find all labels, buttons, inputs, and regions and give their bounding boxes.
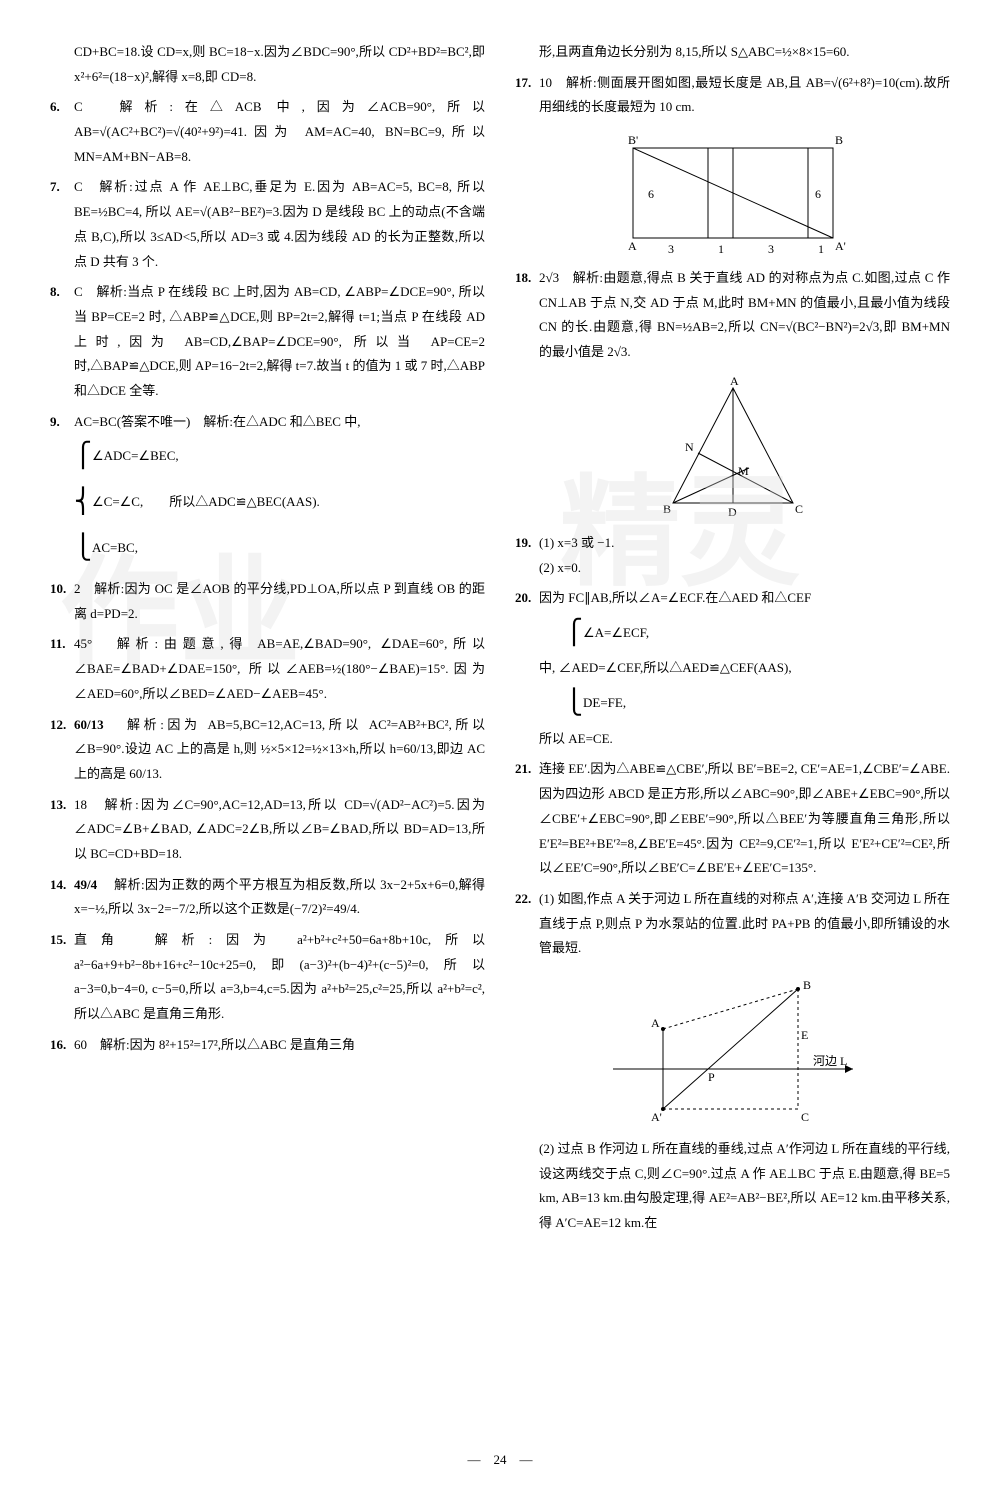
item-15-text: 直角 解析:因为 a²+b²+c²+50=6a+8b+10c,所以 a²−6a+… [74, 932, 485, 1021]
item-22b: (2) 过点 B 作河边 L 所在直线的垂线,过点 A′作河边 L 所在直线的平… [515, 1137, 950, 1236]
t-D: D [728, 505, 737, 519]
item-12: 12. 60/13 解析:因为 AB=5,BC=12,AC=13,所以 AC²=… [50, 713, 485, 787]
item-15-num: 15. [50, 928, 66, 953]
item-9-text: AC=BC(答案不唯一) 解析:在△ADC 和△BEC 中, [74, 414, 360, 429]
item-16-text: 60 解析:因为 8²+15²=17²,所以△ABC 是直角三角 [74, 1037, 355, 1052]
item-16b-text: 形,且两直角边长分别为 8,15,所以 S△ABC=½×8×15=60. [539, 44, 850, 59]
dim-1a: 1 [718, 242, 724, 256]
item-20d: DE=FE, [583, 695, 626, 710]
item-9c: ∠C=∠C, 所以△ADC≌△BEC(AAS). [92, 494, 320, 509]
item-20: 20. 因为 FC∥AB,所以∠A=∠ECF.在△AED 和△CEF ⎧∠A=∠… [515, 586, 950, 751]
item-14-text: 解析:因为正数的两个平方根互为相反数,所以 3x−2+5x+6=0,解得 x=−… [74, 877, 485, 917]
item-6: 6. C 解析:在△ACB 中,因为∠ACB=90°,所以 AB=√(AC²+B… [50, 95, 485, 169]
item-12a: 60/13 [74, 717, 104, 732]
item-17-text: 10 解析:侧面展开图如图,最短长度是 AB,且 AB=√(6²+8²)=10(… [539, 75, 950, 115]
item-21-text: 连接 EE′.因为△ABE≌△CBE′,所以 BE′=BE=2, CE′=AE=… [539, 761, 950, 875]
diagram-triangle: A B C D M N [643, 373, 823, 523]
left-column: CD+BC=18.设 CD=x,则 BC=18−x.因为∠BDC=90°,所以 … [50, 40, 485, 1458]
item-20b: ∠A=∠ECF, [583, 625, 649, 640]
label-A: A [628, 239, 637, 253]
r-C: C [801, 1110, 809, 1124]
item-19a: (1) x=3 或 −1. [539, 535, 614, 550]
item-20e: 所以 AE=CE. [539, 731, 613, 746]
r-Ap: A' [651, 1110, 662, 1124]
item-5-text: CD+BC=18.设 CD=x,则 BC=18−x.因为∠BDC=90°,所以 … [74, 44, 485, 84]
item-22b-text: (2) 过点 B 作河边 L 所在直线的垂线,过点 A′作河边 L 所在直线的平… [539, 1141, 950, 1230]
item-22-num: 22. [515, 887, 531, 912]
item-10-num: 10. [50, 577, 66, 602]
t-M: M [738, 464, 749, 478]
r-L: 河边 L [813, 1054, 847, 1068]
item-13-num: 13. [50, 793, 66, 818]
item-19b: (2) x=0. [539, 560, 581, 575]
right-column: 形,且两直角边长分别为 8,15,所以 S△ABC=½×8×15=60. 17.… [515, 40, 950, 1458]
item-21: 21. 连接 EE′.因为△ABE≌△CBE′,所以 BE′=BE=2, CE′… [515, 757, 950, 880]
item-17: 17. 10 解析:侧面展开图如图,最短长度是 AB,且 AB=√(6²+8²)… [515, 71, 950, 120]
item-13-text: 18 解析:因为∠C=90°,AC=12,AD=13,所以 CD=√(AD²−A… [74, 797, 485, 861]
page-num-value: 24 [494, 1452, 507, 1467]
item-12-text: 解析:因为 AB=5,BC=12,AC=13,所以 AC²=AB²+BC²,所以… [74, 717, 485, 781]
item-13: 13. 18 解析:因为∠C=90°,AC=12,AD=13,所以 CD=√(A… [50, 793, 485, 867]
item-7-text: C 解析:过点 A 作 AE⊥BC,垂足为 E.因为 AB=AC=5, BC=8… [74, 179, 485, 268]
item-12-num: 12. [50, 713, 66, 738]
item-9d: AC=BC, [92, 539, 138, 554]
dim-3b: 3 [768, 242, 774, 256]
t-B: B [663, 502, 671, 516]
item-15: 15. 直角 解析:因为 a²+b²+c²+50=6a+8b+10c,所以 a²… [50, 928, 485, 1027]
item-18-num: 18. [515, 266, 531, 291]
item-11-text: 45° 解析:由题意,得 AB=AE,∠BAD=90°, ∠DAE=60°,所以… [74, 636, 485, 700]
item-14: 14. 49/4 解析:因为正数的两个平方根互为相反数,所以 3x−2+5x+6… [50, 873, 485, 922]
dim-1b: 1 [818, 242, 824, 256]
item-19-num: 19. [515, 531, 531, 556]
diagram-reflection: A B A' P E C 河边 L [603, 969, 863, 1129]
item-16-num: 16. [50, 1033, 66, 1058]
page-number: — 24 — [0, 1448, 1000, 1473]
r-P: P [708, 1070, 715, 1084]
dim-6l: 6 [648, 187, 654, 201]
item-8-text: C 解析:当点 P 在线段 BC 上时,因为 AB=CD, ∠ABP=∠DCE=… [74, 284, 485, 398]
r-A: A [651, 1016, 660, 1030]
item-21-num: 21. [515, 757, 531, 782]
item-9: 9. AC=BC(答案不唯一) 解析:在△ADC 和△BEC 中, ⎧∠ADC=… [50, 410, 485, 571]
item-20-num: 20. [515, 586, 531, 611]
item-17-num: 17. [515, 71, 531, 96]
dim-6r: 6 [815, 187, 821, 201]
item-18-text: 2√3 解析:由题意,得点 B 关于直线 AD 的对称点为点 C.如图,过点 C… [539, 270, 950, 359]
item-6-num: 6. [50, 95, 60, 120]
item-22a: (1) 如图,作点 A 关于河边 L 所在直线的对称点 A′,连接 A′B 交河… [539, 891, 950, 955]
item-14a: 49/4 [74, 877, 97, 892]
item-6-text: C 解析:在△ACB 中,因为∠ACB=90°,所以 AB=√(AC²+BC²)… [74, 99, 485, 163]
page-content: CD+BC=18.设 CD=x,则 BC=18−x.因为∠BDC=90°,所以 … [50, 40, 950, 1458]
item-16: 16. 60 解析:因为 8²+15²=17²,所以△ABC 是直角三角 [50, 1033, 485, 1058]
label-B: B [835, 133, 843, 147]
item-8-num: 8. [50, 280, 60, 305]
item-14-num: 14. [50, 873, 66, 898]
t-A: A [730, 374, 739, 388]
label-Bp: B' [628, 133, 638, 147]
item-11-num: 11. [50, 632, 66, 657]
label-Ap: A' [835, 239, 846, 253]
item-11: 11. 45° 解析:由题意,得 AB=AE,∠BAD=90°, ∠DAE=60… [50, 632, 485, 706]
item-10-text: 2 解析:因为 OC 是∠AOB 的平分线,PD⊥OA,所以点 P 到直线 OB… [74, 581, 485, 621]
item-19: 19. (1) x=3 或 −1. (2) x=0. [515, 531, 950, 580]
diagram-unfold: B' B A A' 6 6 3 1 3 1 [603, 128, 863, 258]
item-5-cont: CD+BC=18.设 CD=x,则 BC=18−x.因为∠BDC=90°,所以 … [50, 40, 485, 89]
item-20c: 中, ∠AED=∠CEF,所以△AED≌△CEF(AAS), [539, 660, 792, 675]
item-7: 7. C 解析:过点 A 作 AE⊥BC,垂足为 E.因为 AB=AC=5, B… [50, 175, 485, 274]
t-N: N [685, 440, 694, 454]
item-8: 8. C 解析:当点 P 在线段 BC 上时,因为 AB=CD, ∠ABP=∠D… [50, 280, 485, 403]
t-C: C [795, 502, 803, 516]
item-20-text: 因为 FC∥AB,所以∠A=∠ECF.在△AED 和△CEF [539, 590, 811, 605]
item-9-num: 9. [50, 410, 60, 435]
dim-3a: 3 [668, 242, 674, 256]
item-7-num: 7. [50, 175, 60, 200]
r-B: B [803, 978, 811, 992]
item-16-cont: 形,且两直角边长分别为 8,15,所以 S△ABC=½×8×15=60. [515, 40, 950, 65]
item-18: 18. 2√3 解析:由题意,得点 B 关于直线 AD 的对称点为点 C.如图,… [515, 266, 950, 365]
item-9b: ∠ADC=∠BEC, [92, 448, 179, 463]
r-E: E [801, 1028, 808, 1042]
item-10: 10. 2 解析:因为 OC 是∠AOB 的平分线,PD⊥OA,所以点 P 到直… [50, 577, 485, 626]
item-22: 22. (1) 如图,作点 A 关于河边 L 所在直线的对称点 A′,连接 A′… [515, 887, 950, 961]
